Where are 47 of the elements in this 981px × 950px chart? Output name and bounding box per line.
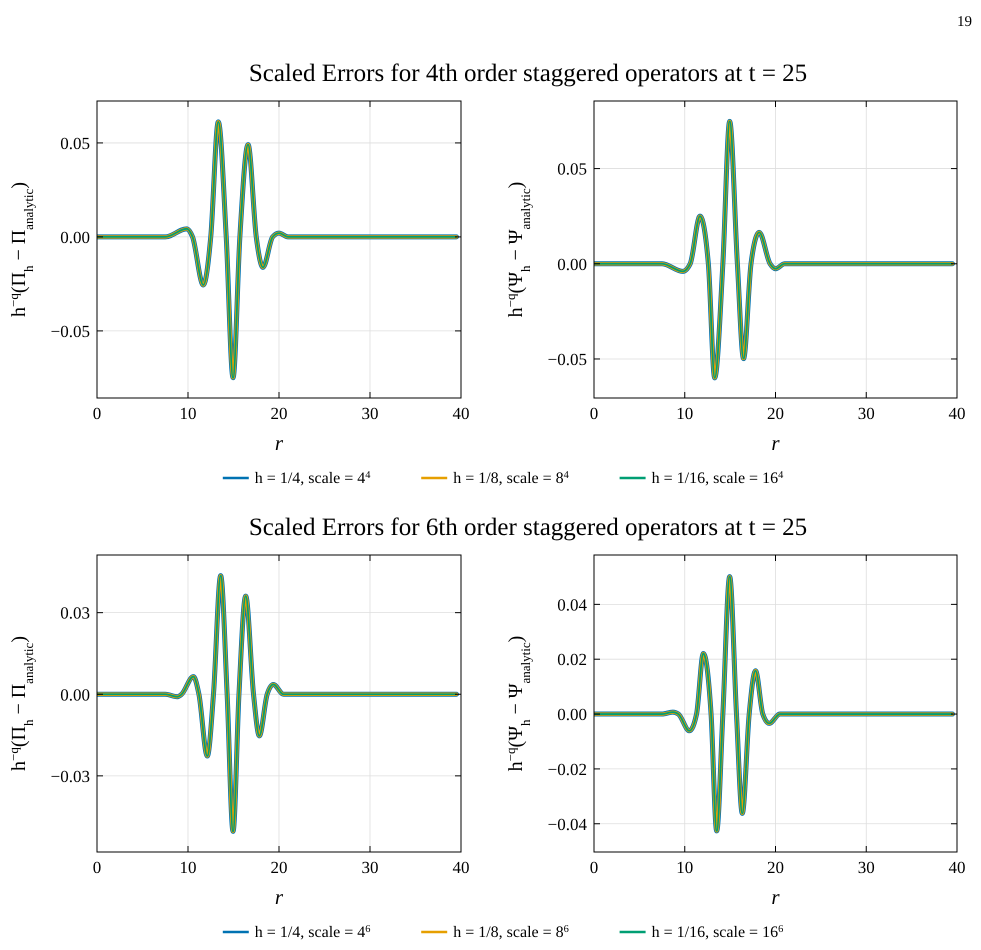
legend-label: h = 1/4, scale = 4$^{6}$: [254, 924, 370, 941]
x-axis-title: r: [274, 431, 284, 455]
legend-label: h = 1/8, scale = 8$^{4}$: [453, 470, 570, 487]
x-tick-label: 0: [590, 404, 598, 423]
x-tick-label: 30: [858, 404, 875, 423]
y-tick-label: −0.02: [548, 760, 587, 779]
x-tick-label: 20: [767, 858, 784, 877]
x-tick-label: 40: [452, 404, 470, 423]
x-tick-label: 10: [676, 404, 694, 423]
x-tick-label: 10: [180, 404, 196, 423]
legend-label: h = 1/4, scale = 4$^{4}$: [254, 470, 372, 487]
x-tick-label: 30: [858, 858, 875, 877]
text: Scaled Errors for 6th order staggered operators at t = 25: [248, 514, 808, 541]
y-tick-label: 0.00: [557, 705, 587, 724]
legend-label: h = 1/8, scale = 8$^{6}$: [453, 924, 569, 941]
text: Scaled Errors for 4th order staggered operators at t = 25: [248, 60, 808, 87]
x-axis-title: r: [771, 885, 780, 909]
text: 19: [957, 14, 972, 30]
y-tick-label: 0.04: [557, 595, 588, 614]
x-tick-label: 0: [92, 858, 102, 877]
y-tick-label: −0.04: [548, 814, 588, 834]
y-tick-label: −0.05: [548, 350, 587, 369]
legend-label: h = 1/16, scale = 16$^{4}$: [652, 470, 784, 487]
x-tick-label: 0: [92, 404, 102, 423]
y-tick-label: 0.05: [60, 134, 90, 153]
x-tick-label: 30: [362, 404, 378, 423]
x-axis-title: r: [274, 885, 284, 909]
x-tick-label: 0: [590, 858, 598, 877]
x-tick-label: 30: [362, 858, 378, 877]
x-tick-label: 40: [948, 404, 966, 423]
x-tick-label: 20: [767, 404, 784, 423]
x-axis-title: r: [771, 431, 780, 455]
x-tick-label: 20: [270, 858, 288, 877]
x-tick-label: 10: [676, 858, 694, 877]
x-tick-label: 10: [180, 858, 196, 877]
x-tick-label: 20: [270, 404, 288, 423]
legend-label: h = 1/16, scale = 16$^{6}$: [652, 924, 784, 941]
y-tick-label: 0.05: [557, 160, 587, 179]
x-tick-label: 40: [948, 858, 966, 877]
y-tick-label: 0.02: [557, 650, 587, 670]
y-tick-label: −0.03: [50, 766, 90, 786]
y-tick-label: 0.03: [60, 604, 90, 623]
y-tick-label: −0.05: [50, 322, 90, 341]
y-tick-label: 0.00: [60, 228, 90, 247]
x-tick-label: 40: [452, 858, 470, 877]
y-tick-label: 0.00: [557, 254, 587, 274]
y-tick-label: 0.00: [60, 685, 90, 704]
